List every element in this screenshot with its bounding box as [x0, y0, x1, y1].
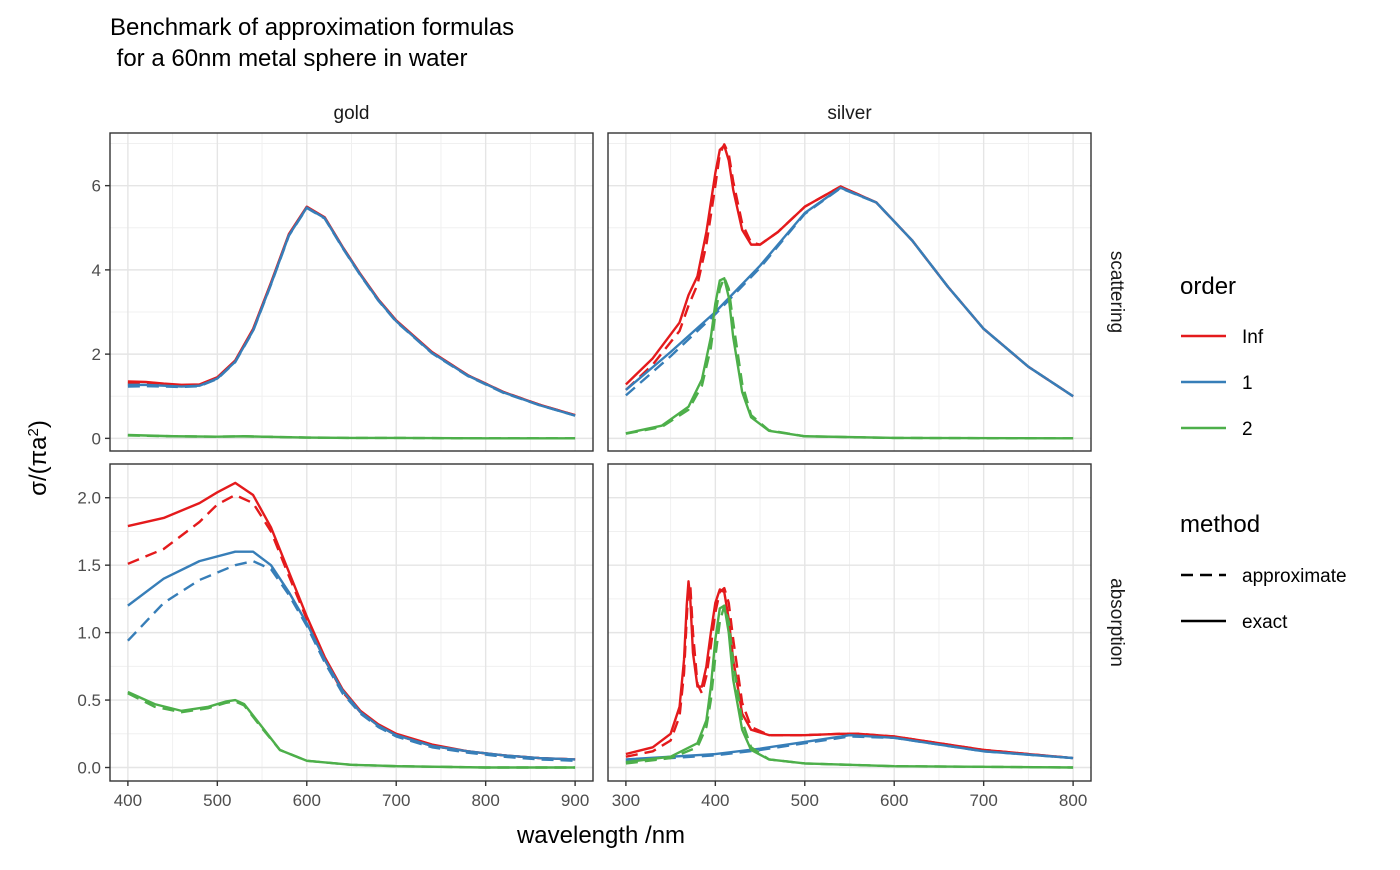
panel-border-silver-absorption: [607, 463, 1092, 782]
series-line-silver-absorption-order-2-approximate: [625, 604, 1074, 769]
panel-silver-scattering: [607, 132, 1092, 452]
series-line-gold-scattering-order-2-approximate: [127, 434, 576, 440]
y-tick-label: 6: [92, 177, 101, 196]
y-axis-title-superscript: 2: [25, 428, 42, 436]
series-line-silver-scattering-order-1-approximate: [625, 186, 1074, 398]
legend-method-title: method: [1180, 511, 1260, 538]
legend-label-order-Inf: Inf: [1242, 327, 1264, 348]
panel-border-silver-scattering: [607, 132, 1092, 452]
legend-label-order-2: 2: [1242, 419, 1253, 440]
series-line-silver-scattering-order-2-approximate: [625, 276, 1074, 440]
series-line-silver-absorption-order-Inf-approximate: [625, 584, 1074, 760]
series-line-gold-absorption-order-1-approximate: [127, 559, 576, 762]
y-tick-label: 0.5: [77, 691, 101, 710]
y-axis-title: σ/(πa2): [25, 420, 53, 496]
x-tick-label: 600: [880, 791, 908, 810]
x-tick-label: 700: [382, 791, 410, 810]
y-tick-label: 0.0: [77, 759, 101, 778]
legend-label-order-1: 1: [1242, 373, 1253, 394]
y-tick-label: 1.0: [77, 624, 101, 643]
x-tick-label: 800: [1059, 791, 1087, 810]
x-axis-title: wavelength /nm: [516, 822, 685, 849]
series-group-silver-scattering: [625, 143, 1074, 440]
x-tick-label: 900: [561, 791, 589, 810]
x-tick-label: 800: [471, 791, 499, 810]
series-line-silver-absorption-order-1-approximate: [625, 735, 1074, 762]
x-tick-label: 400: [114, 791, 142, 810]
facet-panels: 0 2 4 6 0.0 0.5 1.0 1.5 2.0 400 500 600 700 800 900 300…: [77, 132, 1092, 810]
legend-method: method approximate exact: [1180, 511, 1347, 633]
strip-label-gold: gold: [334, 103, 370, 124]
y-tick-label: 4: [92, 261, 101, 280]
panel-border-gold-absorption: [109, 463, 594, 782]
strip-label-silver: silver: [827, 103, 872, 124]
panel-gold-absorption: 0.0 0.5 1.0 1.5 2.0 400 500 600 700 800 900: [77, 463, 594, 810]
series-group-silver-absorption: [625, 580, 1074, 769]
y-tick-label: 0: [92, 429, 101, 448]
chart-title-line-1: Benchmark of approximation formulas: [110, 14, 514, 41]
strip-label-absorption: absorption: [1106, 578, 1127, 667]
legend-order: order Inf 1 2: [1180, 273, 1264, 440]
series-line-gold-scattering-order-1-approximate: [127, 206, 576, 417]
x-tick-label: 500: [203, 791, 231, 810]
y-tick-label: 2: [92, 345, 101, 364]
series-group-gold-scattering: [127, 205, 576, 440]
legend-label-method-exact: exact: [1242, 612, 1288, 633]
x-tick-label: 300: [612, 791, 640, 810]
panel-silver-absorption: 300 400 500 600 700 800: [607, 463, 1092, 810]
legend-order-title: order: [1180, 273, 1236, 300]
y-axis-title-prefix: σ/(πa: [25, 436, 52, 496]
y-tick-label: 2.0: [77, 489, 101, 508]
legend-label-method-approximate: approximate: [1242, 566, 1347, 587]
chart-title-line-2: for a 60nm metal sphere in water: [110, 45, 468, 72]
x-tick-label: 700: [969, 791, 997, 810]
panel-gold-scattering: 0 2 4 6: [92, 132, 594, 452]
series-group-gold-absorption: [127, 481, 576, 769]
x-tick-label: 400: [701, 791, 729, 810]
x-tick-label: 600: [293, 791, 321, 810]
panel-border-gold-scattering: [109, 132, 594, 452]
y-tick-label: 1.5: [77, 556, 101, 575]
y-axis-title-suffix: ): [25, 420, 52, 428]
x-tick-label: 500: [791, 791, 819, 810]
strip-label-scattering: scattering: [1106, 251, 1127, 333]
series-line-gold-absorption-order-2-approximate: [127, 692, 576, 769]
series-line-gold-absorption-order-1-exact: [127, 550, 576, 761]
